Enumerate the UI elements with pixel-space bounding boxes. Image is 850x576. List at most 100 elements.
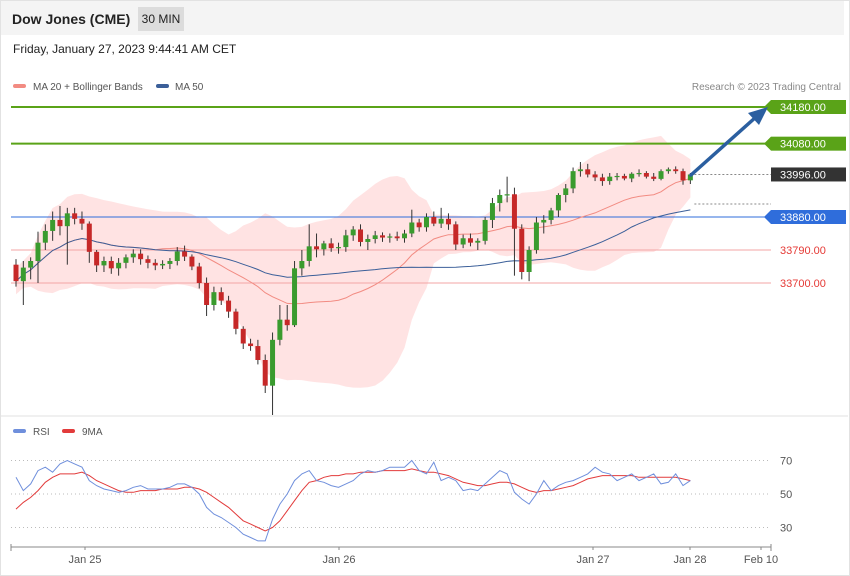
candle-body (328, 243, 334, 249)
rsi-ma-line (15, 468, 691, 532)
candle-body (196, 266, 202, 283)
candle-29 (226, 295, 232, 318)
candle-body (277, 319, 283, 340)
x-tick-label-2: Jan 27 (576, 554, 609, 566)
x-ticks: Jan 25 Jan 26 Jan 27 Jan 28 Feb 10 (68, 547, 778, 566)
rsi-legend-label: RSI (33, 427, 50, 438)
candle-body (460, 238, 466, 245)
candle-body (343, 235, 349, 248)
candle-60 (453, 221, 459, 250)
level-34080-00-tag (771, 136, 846, 151)
candle-body (64, 213, 70, 227)
candle-41 (314, 233, 320, 258)
candle-5 (50, 211, 56, 241)
level-33880-00-label: 33880.00 (780, 212, 826, 224)
ma9-legend-swatch (62, 429, 75, 433)
candle-body (511, 194, 517, 229)
candle-body (86, 223, 92, 252)
candle-body (365, 239, 371, 242)
candle-body (20, 267, 26, 282)
candle-body (431, 217, 437, 224)
candle-63 (475, 238, 481, 250)
candle-25 (196, 262, 202, 289)
candle-33 (255, 339, 261, 365)
candle-40 (306, 224, 312, 267)
moving-averages (15, 177, 691, 305)
candle-body (497, 195, 503, 204)
candle-47 (358, 224, 364, 247)
candle-body (255, 346, 261, 360)
candle-62 (467, 233, 473, 247)
candle-body (321, 243, 327, 250)
candle-4 (42, 224, 48, 250)
candle-7 (64, 207, 70, 265)
candle-27 (211, 286, 217, 311)
candle-body (358, 229, 364, 242)
candle-body (79, 218, 85, 224)
candle-body (533, 222, 539, 250)
candle-body (394, 236, 400, 239)
candle-9 (79, 211, 85, 230)
candle-52 (394, 231, 400, 241)
candle-body (438, 218, 444, 224)
candle-69 (519, 224, 525, 280)
candle-body (182, 251, 188, 257)
candle-37 (284, 305, 290, 331)
candle-body (401, 233, 407, 239)
timestamp: Friday, January 27, 2023 9:44:41 AM CET (13, 42, 237, 56)
candle-body (130, 253, 136, 258)
candle-body (101, 261, 107, 266)
rsi-line (15, 459, 691, 542)
candle-body (409, 222, 415, 234)
level-33880-00-tag (771, 210, 846, 224)
candle-89 (665, 167, 671, 174)
candle-body (563, 188, 569, 195)
timeframe-button[interactable]: 30 MIN (138, 7, 184, 31)
forecast-arrow (689, 107, 768, 177)
candle-30 (233, 308, 239, 335)
candle-body (658, 171, 664, 179)
ma50-line (15, 209, 691, 282)
candle-35 (270, 332, 276, 415)
candle-body (643, 173, 649, 177)
candle-body (160, 263, 166, 266)
candle-66 (497, 189, 503, 212)
price-levels: 34180.00 34080.00 33996.00 33880.00 33790.00… (11, 100, 846, 290)
candle-body (28, 261, 34, 268)
candle-71 (533, 217, 539, 254)
level-34180-00-tag-pointer (764, 100, 771, 114)
level-33996-00-tag (771, 167, 846, 182)
candle-38 (292, 261, 298, 327)
candle-body (152, 262, 158, 266)
candle-49 (372, 230, 378, 244)
candle-34 (262, 354, 268, 393)
candle-body (350, 229, 356, 236)
candle-body (270, 339, 276, 386)
candle-58 (438, 207, 444, 228)
candle-body (621, 175, 627, 179)
candle-14 (116, 258, 122, 276)
candle-body (42, 230, 48, 243)
instrument-title: Dow Jones (CME) (12, 11, 131, 27)
level-34080-00-tag-pointer (764, 136, 771, 151)
candle-body (599, 177, 605, 182)
candle-body (680, 171, 686, 181)
candle-body (548, 210, 554, 220)
candle-body (226, 300, 232, 312)
x-tick-label-0: Jan 25 (68, 554, 101, 566)
x-tick-label-3: Jan 28 (673, 554, 706, 566)
level-34180-00-tag (771, 100, 846, 114)
candle-85 (636, 169, 642, 177)
level-34080-00-label: 34080.00 (780, 139, 826, 151)
candle-body (299, 261, 305, 269)
candle-6 (57, 206, 63, 236)
candle-body (636, 173, 642, 175)
candle-body (380, 235, 385, 238)
ma50-legend-label: MA 50 (175, 82, 204, 93)
bollinger-legend-label: MA 20 + Bollinger Bands (33, 82, 143, 93)
candle-81 (607, 173, 613, 185)
candle-8 (72, 207, 78, 225)
candle-70 (526, 246, 532, 282)
candle-44 (336, 242, 342, 254)
